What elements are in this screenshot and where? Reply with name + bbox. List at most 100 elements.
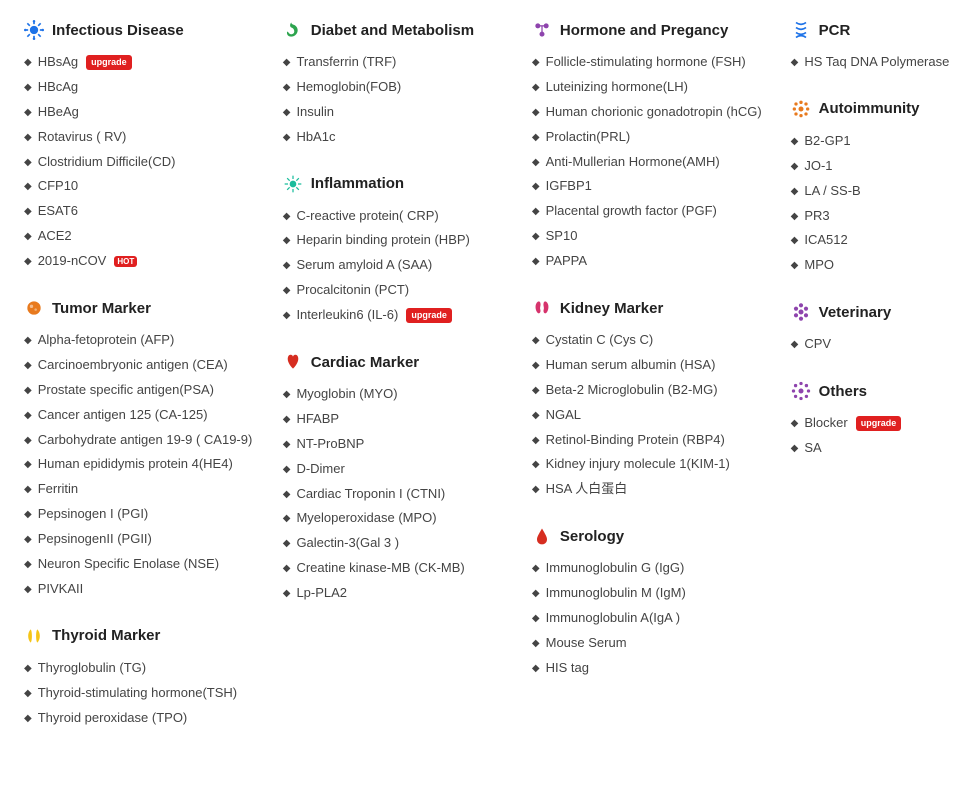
- list-item[interactable]: ◆SA: [791, 440, 953, 457]
- list-item[interactable]: ◆Mouse Serum: [532, 635, 771, 652]
- list-item[interactable]: ◆PIVKAII: [24, 581, 263, 598]
- list-item[interactable]: ◆Anti-Mullerian Hormone(AMH): [532, 154, 771, 171]
- list-item[interactable]: ◆HBeAg: [24, 104, 263, 121]
- list-item[interactable]: ◆Prostate specific antigen(PSA): [24, 382, 263, 399]
- list-item[interactable]: ◆Immunoglobulin A(IgA ): [532, 610, 771, 627]
- bullet-icon: ◆: [283, 284, 291, 297]
- list-item[interactable]: ◆MPO: [791, 257, 953, 274]
- item-label: Clostridium Difficile(CD): [38, 154, 176, 171]
- list-item[interactable]: ◆SP10: [532, 228, 771, 245]
- list-item[interactable]: ◆D-Dimer: [283, 461, 512, 478]
- list-item[interactable]: ◆HBsAgupgrade: [24, 54, 263, 71]
- list-item[interactable]: ◆Follicle-stimulating hormone (FSH): [532, 54, 771, 71]
- list-item[interactable]: ◆Carbohydrate antigen 19-9 ( CA19-9): [24, 432, 263, 449]
- item-label: JO-1: [804, 158, 832, 175]
- list-item[interactable]: ◆2019-nCOVHOT: [24, 253, 263, 270]
- list-item[interactable]: ◆Cancer antigen 125 (CA-125): [24, 407, 263, 424]
- list-item[interactable]: ◆HIS tag: [532, 660, 771, 677]
- list-item[interactable]: ◆HFABP: [283, 411, 512, 428]
- list-item[interactable]: ◆C-reactive protein( CRP): [283, 208, 512, 225]
- bullet-icon: ◆: [791, 338, 799, 351]
- item-label: CFP10: [38, 178, 78, 195]
- list-item[interactable]: ◆Transferrin (TRF): [283, 54, 512, 71]
- list-item[interactable]: ◆Human serum albumin (HSA): [532, 357, 771, 374]
- list-item[interactable]: ◆PAPPA: [532, 253, 771, 270]
- category-title-text: Tumor Marker: [52, 300, 151, 317]
- list-item[interactable]: ◆Clostridium Difficile(CD): [24, 154, 263, 171]
- list-item[interactable]: ◆Immunoglobulin M (IgM): [532, 585, 771, 602]
- list-item[interactable]: ◆LA / SS-B: [791, 183, 953, 200]
- list-item[interactable]: ◆ Cystatin C (Cys C): [532, 332, 771, 349]
- category-title[interactable]: PCR: [791, 20, 953, 40]
- category-title[interactable]: Kidney Marker: [532, 298, 771, 318]
- list-item[interactable]: ◆Alpha-fetoprotein (AFP): [24, 332, 263, 349]
- category-title[interactable]: Hormone and Pregancy: [532, 20, 771, 40]
- list-item[interactable]: ◆CPV: [791, 336, 953, 353]
- list-item[interactable]: ◆Pepsinogen I (PGI): [24, 506, 263, 523]
- list-item[interactable]: ◆Creatine kinase-MB (CK-MB): [283, 560, 512, 577]
- list-item[interactable]: ◆Beta-2 Microglobulin (B2-MG): [532, 382, 771, 399]
- list-item[interactable]: ◆Human chorionic gonadotropin (hCG): [532, 104, 771, 121]
- list-item[interactable]: ◆Human epididymis protein 4(HE4): [24, 456, 263, 473]
- list-item[interactable]: ◆Thyroid-stimulating hormone(TSH): [24, 685, 263, 702]
- list-item[interactable]: ◆ACE2: [24, 228, 263, 245]
- list-item[interactable]: ◆NT-ProBNP: [283, 436, 512, 453]
- category-section: Veterinary ◆CPV: [791, 302, 953, 353]
- item-label: Cystatin C (Cys C): [546, 332, 654, 349]
- list-item[interactable]: ◆Myeloperoxidase (MPO): [283, 510, 512, 527]
- list-item[interactable]: ◆JO-1: [791, 158, 953, 175]
- list-item[interactable]: ◆Heparin binding protein (HBP): [283, 232, 512, 249]
- list-item[interactable]: ◆HbA1c: [283, 129, 512, 146]
- list-item[interactable]: ◆HBcAg: [24, 79, 263, 96]
- list-item[interactable]: ◆Ferritin: [24, 481, 263, 498]
- category-title[interactable]: Serology: [532, 526, 771, 546]
- bullet-icon: ◆: [532, 106, 540, 119]
- category-title[interactable]: Diabet and Metabolism: [283, 20, 512, 40]
- list-item[interactable]: ◆Serum amyloid A (SAA): [283, 257, 512, 274]
- list-item[interactable]: ◆Retinol-Binding Protein (RBP4): [532, 432, 771, 449]
- list-item[interactable]: ◆PepsinogenII (PGII): [24, 531, 263, 548]
- list-item[interactable]: ◆ESAT6: [24, 203, 263, 220]
- list-item[interactable]: ◆Carcinoembryonic antigen (CEA): [24, 357, 263, 374]
- list-item[interactable]: ◆IGFBP1: [532, 178, 771, 195]
- category-title[interactable]: Thyroid Marker: [24, 626, 263, 646]
- list-item[interactable]: ◆Placental growth factor (PGF): [532, 203, 771, 220]
- list-item[interactable]: ◆Galectin-3(Gal 3 ): [283, 535, 512, 552]
- bullet-icon: ◆: [532, 334, 540, 347]
- list-item[interactable]: ◆B2-GP1: [791, 133, 953, 150]
- category-title[interactable]: Infectious Disease: [24, 20, 263, 40]
- list-item[interactable]: ◆Immunoglobulin G (IgG): [532, 560, 771, 577]
- list-item[interactable]: ◆Prolactin(PRL): [532, 129, 771, 146]
- list-item[interactable]: ◆Interleukin6 (IL-6)upgrade: [283, 307, 512, 324]
- list-item[interactable]: ◆Kidney injury molecule 1(KIM-1): [532, 456, 771, 473]
- category-title[interactable]: Veterinary: [791, 302, 953, 322]
- category-title[interactable]: Cardiac Marker: [283, 352, 512, 372]
- category-title[interactable]: Autoimmunity: [791, 99, 953, 119]
- list-item[interactable]: ◆NGAL: [532, 407, 771, 424]
- list-item[interactable]: ◆Procalcitonin (PCT): [283, 282, 512, 299]
- tumor-icon: [24, 298, 44, 318]
- list-item[interactable]: ◆Luteinizing hormone(LH): [532, 79, 771, 96]
- list-item[interactable]: ◆Neuron Specific Enolase (NSE): [24, 556, 263, 573]
- list-item[interactable]: ◆Myoglobin (MYO): [283, 386, 512, 403]
- item-label: HBeAg: [38, 104, 79, 121]
- category-title[interactable]: Others: [791, 381, 953, 401]
- list-item[interactable]: ◆ICA512: [791, 232, 953, 249]
- list-item[interactable]: ◆Cardiac Troponin I (CTNI): [283, 486, 512, 503]
- list-item[interactable]: ◆Insulin: [283, 104, 512, 121]
- list-item[interactable]: ◆CFP10: [24, 178, 263, 195]
- list-item[interactable]: ◆Thyroglobulin (TG): [24, 660, 263, 677]
- item-label: HBcAg: [38, 79, 78, 96]
- list-item[interactable]: ◆Rotavirus ( RV): [24, 129, 263, 146]
- item-label: 2019-nCOV: [38, 253, 107, 270]
- list-item[interactable]: ◆Thyroid peroxidase (TPO): [24, 710, 263, 727]
- stomach-icon: [283, 20, 303, 40]
- category-title[interactable]: Tumor Marker: [24, 298, 263, 318]
- list-item[interactable]: ◆HS Taq DNA Polymerase: [791, 54, 953, 71]
- list-item[interactable]: ◆PR3: [791, 208, 953, 225]
- list-item[interactable]: ◆HSA 人白蛋白: [532, 481, 771, 498]
- list-item[interactable]: ◆Hemoglobin(FOB): [283, 79, 512, 96]
- list-item[interactable]: ◆Blockerupgrade: [791, 415, 953, 432]
- category-title[interactable]: Inflammation: [283, 174, 512, 194]
- list-item[interactable]: ◆Lp-PLA2: [283, 585, 512, 602]
